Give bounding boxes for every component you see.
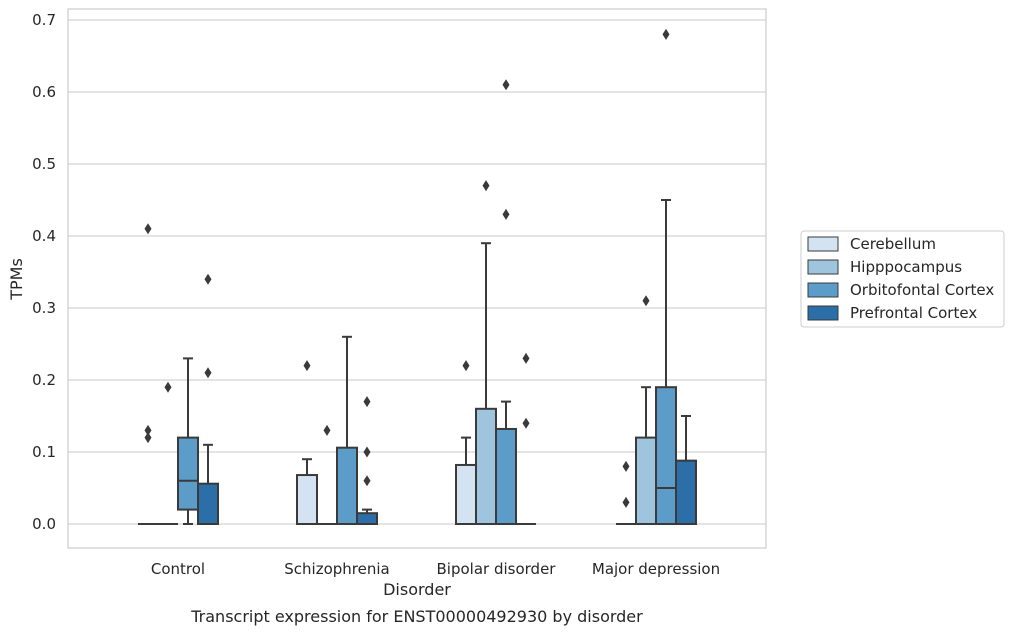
outlier-point <box>144 223 152 235</box>
outlier-point <box>662 28 670 40</box>
legend-swatch <box>807 282 839 298</box>
box-body <box>177 436 199 511</box>
boxes <box>138 28 697 526</box>
outlier-point <box>482 180 490 192</box>
box-body <box>475 407 497 525</box>
y-axis-label: TPMs <box>7 258 26 301</box>
box-0-2 <box>455 360 477 525</box>
y-tick-label: 0.5 <box>32 155 56 173</box>
outlier-point <box>363 396 371 408</box>
box-body <box>356 512 378 526</box>
box-2-0 <box>177 357 199 525</box>
outlier-point <box>204 273 212 285</box>
legend-frame <box>800 230 1005 328</box>
y-tick-label: 0.0 <box>32 515 56 533</box>
outlier-point <box>522 417 530 429</box>
outlier-point <box>522 352 530 364</box>
box-2-3 <box>655 28 677 526</box>
box-3-3 <box>675 415 697 526</box>
box-body <box>296 474 318 526</box>
x-tick-label: Control <box>151 560 205 578</box>
box-body <box>635 436 657 526</box>
outlier-point <box>323 424 331 436</box>
outlier-point <box>502 208 510 220</box>
x-tick-label: Major depression <box>592 560 720 578</box>
box-body <box>675 459 697 526</box>
box-1-1 <box>317 424 337 525</box>
legend: Cerebellum Hipppocampus Orbitofontal Corte… <box>800 230 1005 328</box>
outlier-point <box>144 424 152 436</box>
legend-swatch <box>807 305 839 321</box>
box-3-0 <box>197 273 219 525</box>
outlier-point <box>462 360 470 372</box>
box-1-3 <box>635 295 657 526</box>
outlier-point <box>502 79 510 91</box>
x-axis-label: Disorder <box>383 580 451 599</box>
box-0-1 <box>296 360 318 526</box>
y-tick-label: 0.4 <box>32 227 56 245</box>
legend-swatch <box>807 259 839 275</box>
box-0-3 <box>616 460 636 525</box>
x-axis: Control Schizophrenia Bipolar disorder Majo… <box>151 560 720 578</box>
outlier-point <box>363 475 371 487</box>
legend-label: Prefrontal Cortex <box>850 304 977 322</box>
box-body <box>197 482 219 525</box>
legend-label: Cerebellum <box>850 235 936 253</box>
outlier-point <box>622 460 630 472</box>
box-1-2 <box>475 180 497 525</box>
outlier-point <box>303 360 311 372</box>
box-body <box>336 446 358 525</box>
box-1-0 <box>158 381 178 525</box>
box-3-1 <box>356 396 378 526</box>
outlier-point <box>642 295 650 307</box>
plot-frame <box>67 8 767 549</box>
y-axis: 0.0 0.1 0.2 0.3 0.4 0.5 0.6 0.7 <box>32 11 56 533</box>
y-tick-label: 0.1 <box>32 443 56 461</box>
outlier-point <box>622 496 630 508</box>
legend-label: Hipppocampus <box>850 258 962 276</box>
legend-swatch <box>807 236 839 252</box>
box-2-1 <box>336 335 358 525</box>
chart-caption: Transcript expression for ENST0000049293… <box>190 607 643 626</box>
legend-label: Orbitofontal Cortex <box>850 281 994 299</box>
box-0-0 <box>138 223 158 525</box>
outlier-point <box>204 367 212 379</box>
box-2-2 <box>495 79 517 525</box>
outlier-point <box>164 381 172 393</box>
x-tick-label: Schizophrenia <box>284 560 389 578</box>
y-tick-label: 0.3 <box>32 299 56 317</box>
y-tick-label: 0.2 <box>32 371 56 389</box>
box-body <box>455 463 477 525</box>
box-3-2 <box>516 352 536 525</box>
outlier-point <box>144 432 152 444</box>
x-tick-label: Bipolar disorder <box>437 560 557 578</box>
outlier-point <box>363 446 371 458</box>
box-body <box>495 427 517 525</box>
box-body <box>655 386 677 526</box>
y-tick-label: 0.6 <box>32 83 56 101</box>
y-tick-label: 0.7 <box>32 11 56 29</box>
